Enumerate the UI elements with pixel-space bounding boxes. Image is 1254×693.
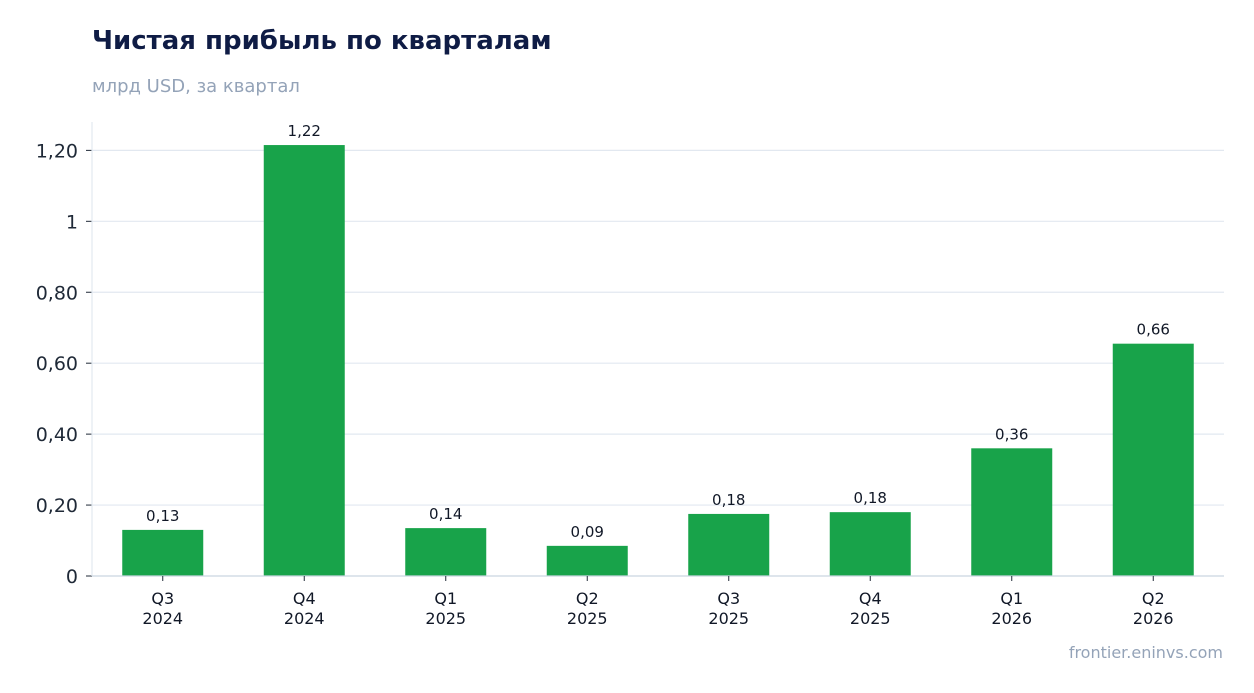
data-label: 0,66	[1137, 321, 1170, 339]
chart-subtitle: млрд USD, за квартал	[92, 76, 300, 97]
x-tick-year: 2024	[142, 609, 183, 628]
grid-lines	[92, 149, 1224, 506]
data-label: 0,18	[712, 491, 745, 509]
x-tick-label: Q3 2024	[142, 589, 183, 628]
x-tick-quarter: Q1	[434, 589, 457, 608]
x-tick-quarter: Q3	[717, 589, 740, 608]
x-tick-year: 2024	[284, 609, 325, 628]
source-credit: frontier.eninvs.com	[1068, 643, 1223, 662]
x-tick-year: 2025	[567, 609, 608, 628]
data-label: 0,18	[854, 489, 887, 507]
x-tick-quarter: Q4	[293, 589, 316, 608]
x-tick-year: 2026	[1133, 609, 1174, 628]
x-tick-quarter: Q4	[859, 589, 882, 608]
data-label: 0,36	[995, 425, 1028, 443]
x-tick-label: Q3 2025	[708, 589, 749, 628]
y-tick-label: 0,60	[36, 353, 78, 375]
y-tick-label: 0,20	[36, 495, 78, 517]
data-label: 0,13	[146, 507, 179, 525]
bar	[405, 528, 487, 576]
y-tick-label: 0,80	[36, 282, 78, 304]
y-axis: 0 0,20 0,40 0,60 0,80 1 1,20	[36, 122, 93, 588]
bar	[546, 545, 628, 576]
data-label: 1,22	[288, 122, 321, 140]
x-tick-label: Q4 2025	[850, 589, 891, 628]
bar	[688, 513, 770, 576]
chart-title: Чистая прибыль по кварталам	[92, 26, 552, 56]
bar	[122, 529, 204, 576]
x-tick-year: 2025	[425, 609, 466, 628]
x-tick-label: Q2 2025	[567, 589, 608, 628]
x-tick-quarter: Q2	[1142, 589, 1165, 608]
x-tick-label: Q4 2024	[284, 589, 325, 628]
x-tick-quarter: Q3	[151, 589, 174, 608]
x-tick-label: Q2 2026	[1133, 589, 1174, 628]
bar	[263, 145, 345, 576]
x-tick-quarter: Q1	[1000, 589, 1023, 608]
x-tick-label: Q1 2026	[991, 589, 1032, 628]
x-tick-year: 2026	[991, 609, 1032, 628]
data-label: 0,14	[429, 505, 462, 523]
bar	[829, 512, 911, 576]
y-tick-label: 0	[66, 566, 78, 588]
data-label: 0,09	[571, 523, 604, 541]
bar	[971, 448, 1053, 576]
x-tick-year: 2025	[708, 609, 749, 628]
y-tick-label: 0,40	[36, 424, 78, 446]
x-tick-label: Q1 2025	[425, 589, 466, 628]
y-tick-label: 1	[66, 211, 78, 233]
y-tick-label: 1,20	[36, 140, 78, 162]
bar	[1112, 343, 1194, 576]
x-tick-quarter: Q2	[576, 589, 599, 608]
x-tick-year: 2025	[850, 609, 891, 628]
bars: 0,13 1,22 0,14 0,09 0,18 0,18 0,36 0,66	[122, 122, 1194, 576]
